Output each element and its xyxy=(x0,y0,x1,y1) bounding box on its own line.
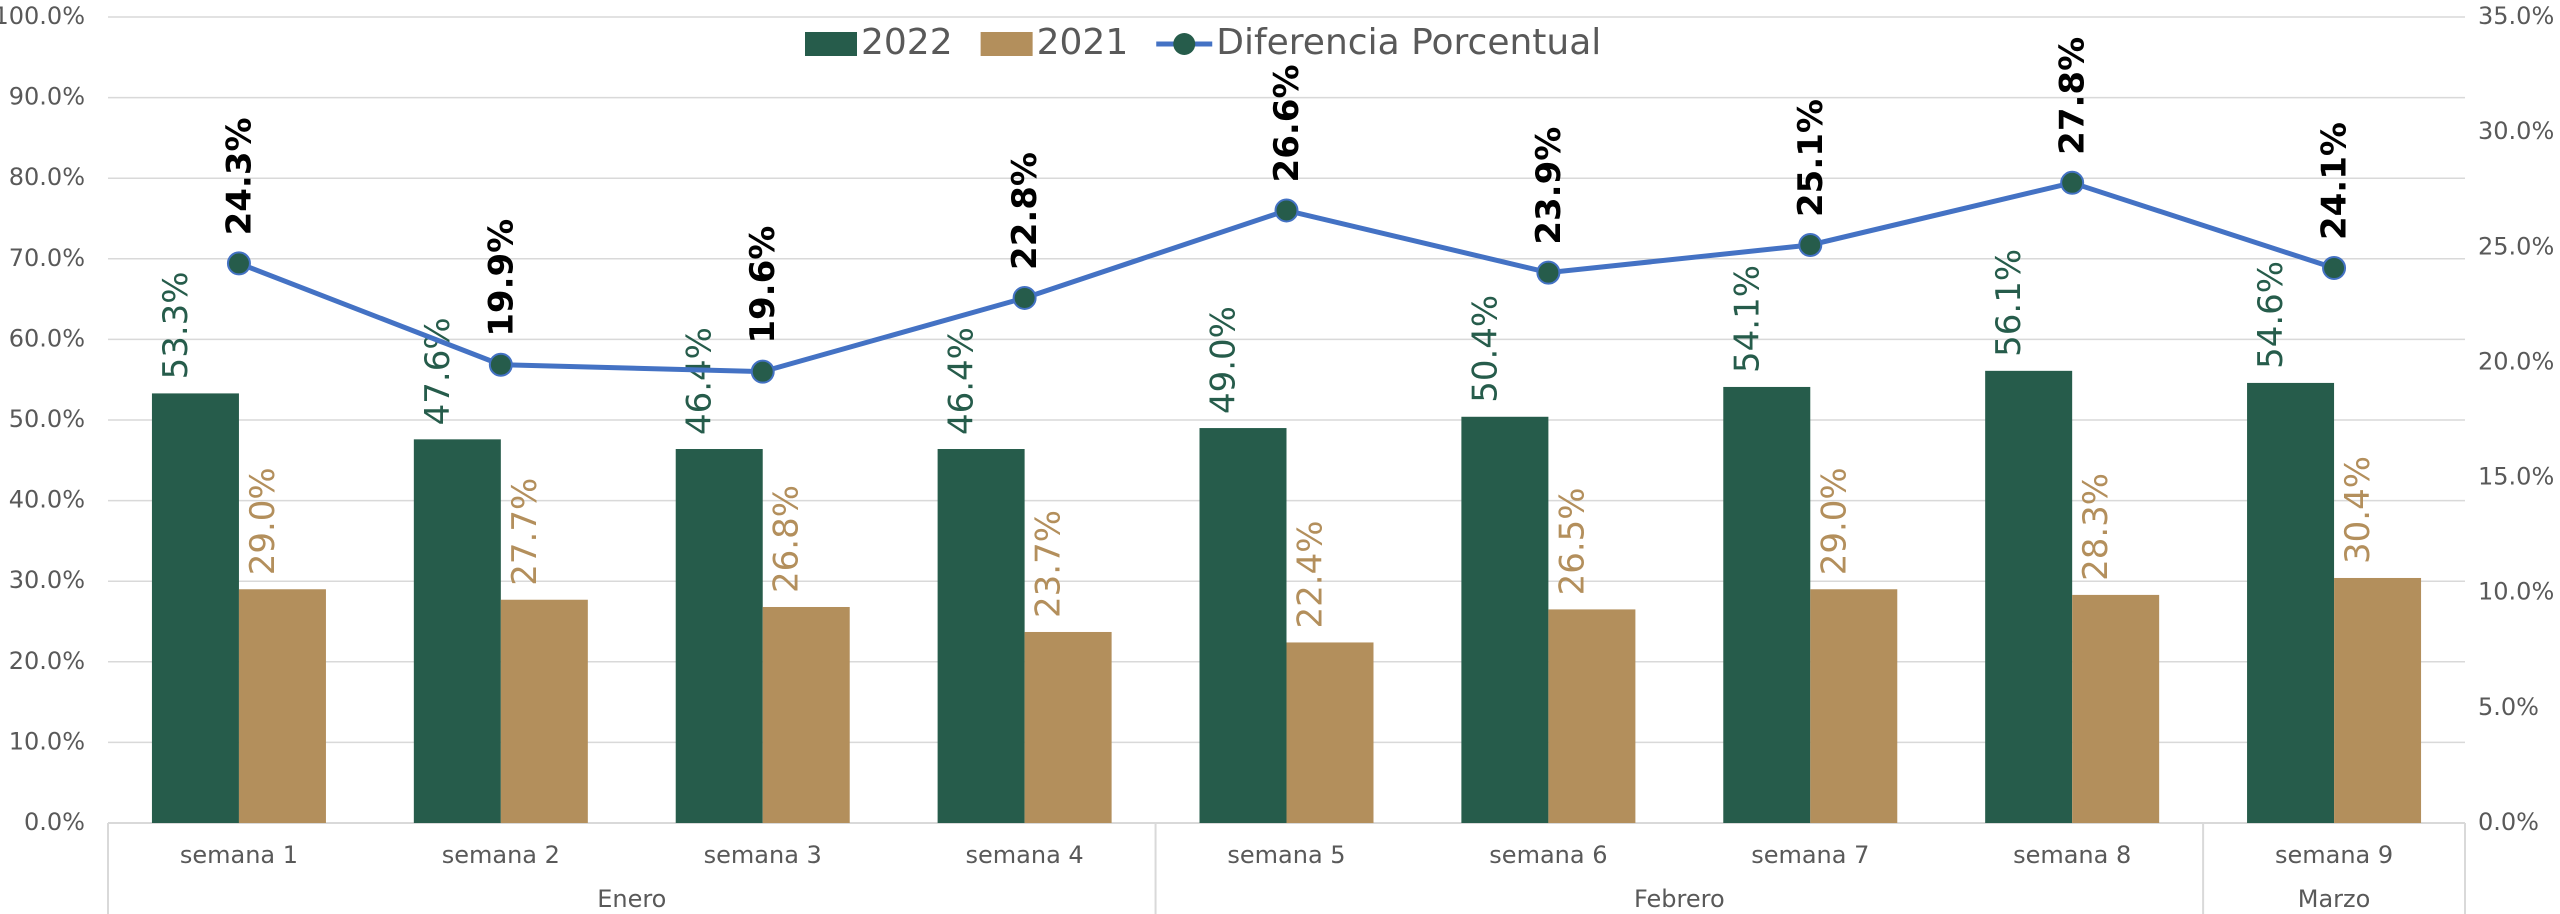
line-marker xyxy=(2322,256,2347,281)
x-tick-label: semana 8 xyxy=(2013,841,2131,869)
y-tick-label: 10.0% xyxy=(9,727,85,755)
line-marker xyxy=(1798,232,1823,257)
x-tick-label: semana 7 xyxy=(1751,841,1869,869)
data-label: 56.1% xyxy=(1989,249,2029,357)
y-tick-label: 0.0% xyxy=(24,808,85,836)
bar xyxy=(1723,386,1811,823)
data-label: 46.4% xyxy=(680,327,720,435)
bar xyxy=(2247,382,2335,823)
group-label: Febrero xyxy=(1634,885,1725,913)
y2-tick-label: 20.0% xyxy=(2478,347,2554,375)
y-tick-label: 60.0% xyxy=(9,324,85,352)
data-label: 46.4% xyxy=(942,327,982,435)
legend-marker xyxy=(1173,33,1196,55)
data-label: 26.6% xyxy=(1267,64,1307,182)
x-tick-label: semana 3 xyxy=(704,841,822,869)
y2-tick-label: 35.0% xyxy=(2478,2,2554,30)
bar xyxy=(238,589,326,823)
x-tick-label: semana 4 xyxy=(966,841,1084,869)
data-label: 28.3% xyxy=(2076,473,2116,581)
legend-label: Diferencia Porcentual xyxy=(1216,22,1601,63)
legend-label: 2022 xyxy=(861,22,953,63)
data-label: 54.1% xyxy=(1727,265,1767,373)
y-tick-label: 50.0% xyxy=(9,405,85,433)
legend-label: 2021 xyxy=(1037,22,1129,63)
line-marker xyxy=(488,352,513,377)
line-marker xyxy=(2060,170,2085,195)
data-label: 24.3% xyxy=(219,117,259,235)
bar xyxy=(2072,594,2160,823)
data-label: 25.1% xyxy=(1791,99,1831,217)
legend-swatch xyxy=(805,32,857,56)
y2-tick-label: 30.0% xyxy=(2478,117,2554,145)
group-label: Enero xyxy=(597,885,666,913)
data-label: 23.9% xyxy=(1529,127,1569,245)
bar xyxy=(1985,370,2073,823)
line-marker xyxy=(1536,260,1561,285)
data-label: 23.7% xyxy=(1029,510,1069,618)
bar xyxy=(500,599,588,823)
data-label: 22.4% xyxy=(1291,520,1331,628)
data-label: 22.8% xyxy=(1005,152,1045,270)
y2-tick-label: 15.0% xyxy=(2478,463,2554,491)
bar xyxy=(1286,642,1374,823)
y-tick-label: 20.0% xyxy=(9,647,85,675)
bar xyxy=(413,439,501,823)
y-tick-label: 30.0% xyxy=(9,566,85,594)
data-label: 29.0% xyxy=(1814,467,1854,575)
line-marker xyxy=(750,359,775,384)
data-label: 24.1% xyxy=(2315,122,2355,240)
bar xyxy=(1461,416,1549,823)
bar xyxy=(675,449,763,823)
bar xyxy=(937,449,1025,823)
legend-swatch xyxy=(980,32,1033,56)
data-label: 49.0% xyxy=(1204,306,1244,414)
bar xyxy=(1810,589,1898,823)
data-label: 27.7% xyxy=(505,478,545,586)
data-label: 50.4% xyxy=(1465,295,1505,403)
x-tick-label: semana 9 xyxy=(2275,841,2393,869)
bar xyxy=(1548,609,1636,823)
x-tick-label: semana 6 xyxy=(1489,841,1607,869)
data-label: 53.3% xyxy=(156,271,196,379)
data-label: 19.6% xyxy=(743,226,783,344)
line-marker xyxy=(1274,198,1299,223)
data-label: 27.8% xyxy=(2053,37,2093,155)
x-tick-label: semana 2 xyxy=(442,841,560,869)
y-tick-label: 90.0% xyxy=(9,83,85,111)
y2-tick-label: 5.0% xyxy=(2478,693,2539,721)
x-tick-label: semana 1 xyxy=(180,841,298,869)
y-tick-label: 70.0% xyxy=(9,244,85,272)
data-label: 19.9% xyxy=(481,219,521,337)
data-label: 26.8% xyxy=(767,485,807,593)
data-label: 54.6% xyxy=(2251,261,2291,369)
group-label: Marzo xyxy=(2298,885,2371,913)
bar xyxy=(151,393,239,823)
x-tick-label: semana 5 xyxy=(1227,841,1345,869)
y2-tick-label: 25.0% xyxy=(2478,232,2554,260)
line-marker xyxy=(226,251,251,276)
y-tick-label: 80.0% xyxy=(9,163,85,191)
y2-tick-label: 0.0% xyxy=(2478,808,2539,836)
y-tick-label: 40.0% xyxy=(9,486,85,514)
bar xyxy=(1024,631,1112,823)
bar xyxy=(762,606,850,823)
line-marker xyxy=(1012,285,1037,310)
data-label: 30.4% xyxy=(2338,456,2378,564)
data-label: 26.5% xyxy=(1552,487,1592,595)
bar xyxy=(1199,428,1287,823)
y2-tick-label: 10.0% xyxy=(2478,578,2554,606)
data-label: 29.0% xyxy=(243,467,283,575)
y-tick-label: 100.0% xyxy=(0,2,85,30)
bar xyxy=(2334,577,2422,823)
